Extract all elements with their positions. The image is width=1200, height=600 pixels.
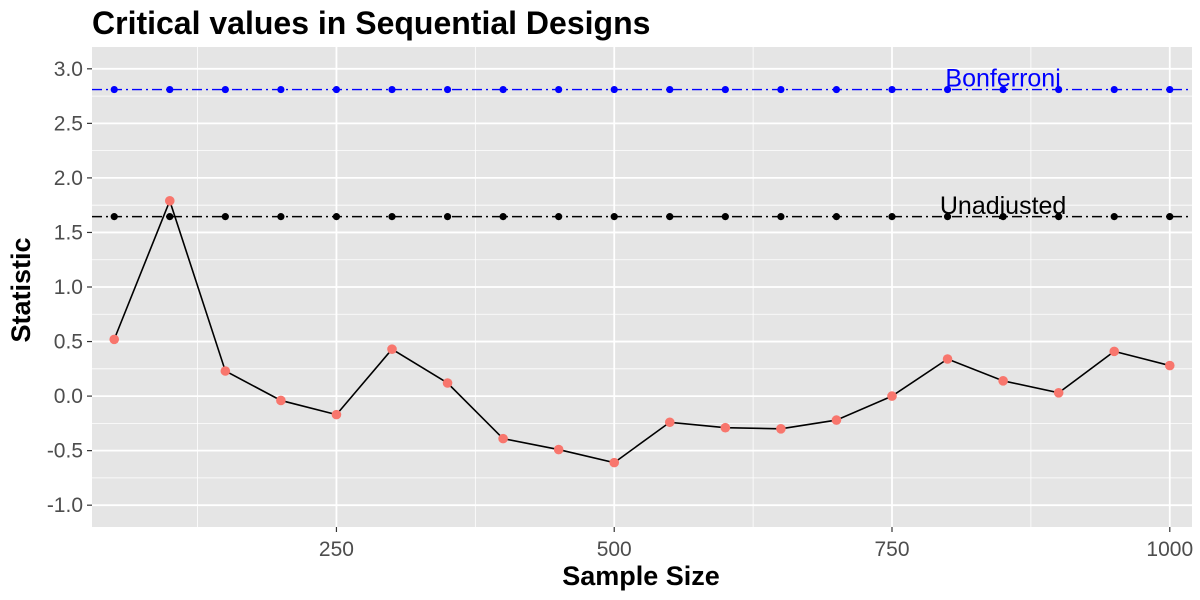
statistic-point [998, 376, 1008, 386]
y-tick-label: -0.5 [47, 440, 83, 463]
bonferroni-point [277, 85, 285, 94]
statistic-point [887, 391, 897, 401]
bonferroni-point [388, 85, 396, 94]
bonferroni-point [777, 85, 785, 94]
bonferroni-point [999, 85, 1007, 94]
statistic-point [387, 344, 397, 354]
bonferroni-point [110, 85, 118, 94]
bonferroni-point [443, 85, 452, 94]
statistic-point [776, 424, 786, 434]
bonferroni-point [888, 85, 896, 94]
unadjusted-point [943, 213, 952, 221]
statistic-point [1109, 346, 1120, 357]
bonferroni-point [943, 85, 952, 94]
x-axis-title: Sample Size [562, 561, 720, 591]
x-tick-label: 1000 [1146, 538, 1193, 561]
bonferroni-point [832, 85, 841, 94]
statistic-point [220, 366, 231, 376]
unadjusted-point [443, 213, 452, 221]
unadjusted-point [666, 213, 674, 221]
x-tick-label: 250 [319, 538, 354, 561]
bonferroni-point [721, 85, 729, 94]
y-tick-label: 3.0 [54, 58, 83, 81]
statistic-point [331, 409, 342, 420]
unadjusted-point [721, 213, 729, 221]
statistic-point [609, 457, 620, 468]
plot-area: -1.0 -0.5 0.0 0.5 1.0 1.5 2.0 2.5 3.0 250 500 750 10… [47, 47, 1193, 561]
unadjusted-point [1055, 213, 1063, 221]
bonferroni-point [1055, 85, 1063, 94]
statistic-point [831, 415, 842, 425]
statistic-point [442, 378, 453, 388]
unadjusted-point [499, 213, 507, 221]
statistic-point [1164, 360, 1175, 371]
y-tick-label: 0.0 [54, 385, 83, 408]
y-tick-label: 1.0 [54, 276, 83, 299]
y-tick-label: -1.0 [47, 494, 83, 517]
statistic-point [720, 422, 731, 433]
unadjusted-point [888, 213, 896, 221]
unadjusted-point [555, 213, 563, 221]
statistic-point [276, 395, 286, 406]
unadjusted-point [999, 213, 1007, 221]
unadjusted-point [166, 213, 174, 221]
unadjusted-point [332, 213, 341, 221]
statistic-point [164, 196, 175, 206]
bonferroni-point [666, 85, 674, 94]
bonferroni-point [555, 85, 563, 94]
statistic-point [664, 417, 675, 428]
statistic-point [1053, 388, 1064, 398]
statistic-point [109, 334, 120, 345]
unadjusted-point [832, 213, 841, 221]
unadjusted-point [777, 213, 785, 221]
unadjusted-point [110, 213, 118, 221]
y-axis-title: Statistic [6, 237, 36, 342]
chart-title: Critical values in Sequential Designs [92, 5, 650, 41]
bonferroni-point [221, 85, 229, 94]
x-tick-label: 500 [597, 538, 632, 561]
statistic-line [113, 198, 1170, 464]
y-tick-label: 2.0 [54, 167, 83, 190]
unadjusted-point [610, 213, 618, 221]
bonferroni-point [1110, 85, 1118, 94]
unadjusted-point [1110, 213, 1118, 221]
bonferroni-point [166, 85, 174, 94]
unadjusted-point [388, 213, 396, 221]
unadjusted-label: Unadjusted [940, 192, 1066, 220]
bonferroni-point [610, 85, 618, 94]
statistic-point [553, 444, 564, 455]
y-tick-label: 2.5 [54, 112, 83, 135]
statistic-point [498, 433, 508, 444]
y-tick-label: 1.5 [54, 221, 83, 244]
unadjusted-point [221, 213, 229, 221]
unadjusted-point [277, 213, 285, 221]
bonferroni-point [499, 85, 507, 94]
unadjusted-point [1166, 213, 1174, 221]
x-tick-label: 750 [874, 538, 909, 561]
bonferroni-label: Bonferroni [945, 65, 1060, 93]
bonferroni-point [1166, 85, 1174, 94]
y-tick-label: 0.5 [54, 331, 83, 354]
statistic-point [942, 354, 953, 364]
bonferroni-point [332, 85, 341, 94]
